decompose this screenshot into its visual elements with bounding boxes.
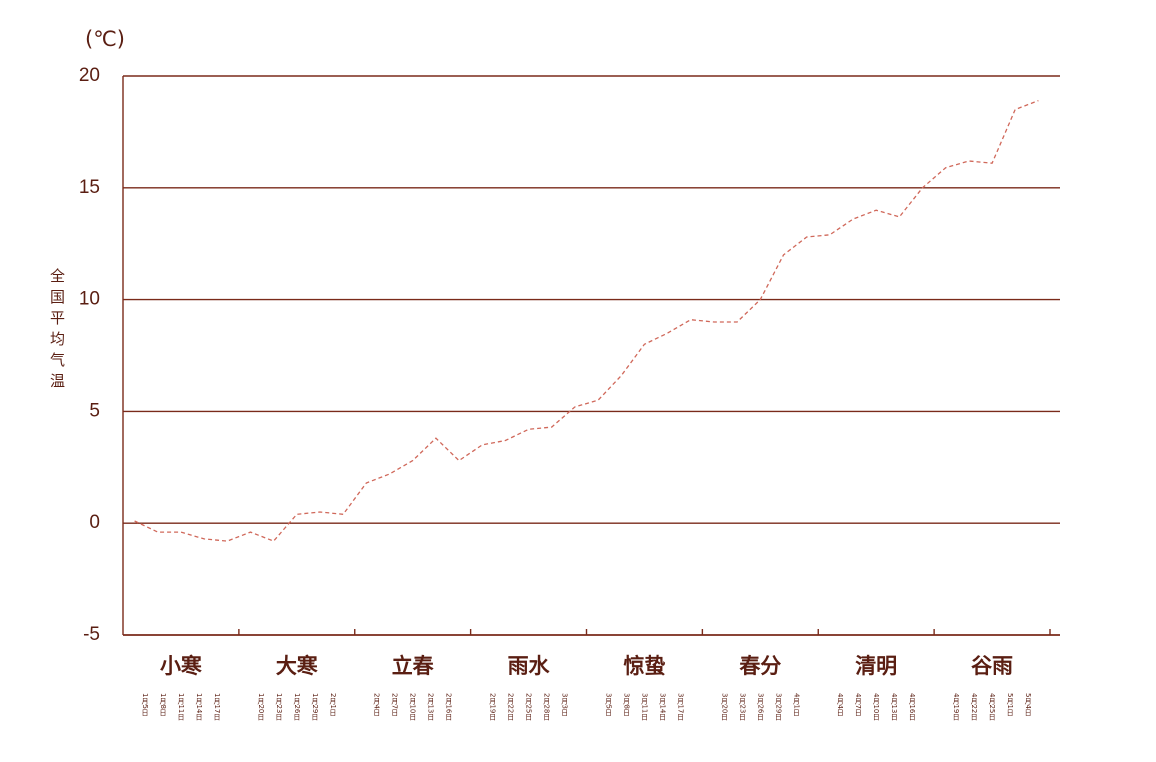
x-tick-label: 1月26日 <box>293 693 301 722</box>
x-tick-label: 4月1日 <box>792 693 800 717</box>
x-tick-label: 5月1日 <box>1006 693 1014 717</box>
x-tick-label: 3月20日 <box>720 693 728 722</box>
y-tick-label: 10 <box>79 289 100 310</box>
x-tick-label: 5月4日 <box>1024 693 1032 717</box>
x-tick-label: 2月13日 <box>427 693 435 722</box>
x-tick-label: 2月7日 <box>391 693 399 717</box>
y-tick-label: 5 <box>89 400 100 421</box>
group-label: 春分 <box>739 654 781 678</box>
x-tick-label: 3月8日 <box>622 693 630 717</box>
y-tick-label: 0 <box>89 512 100 533</box>
x-tick-label: 1月17日 <box>213 693 221 722</box>
x-tick-label: 1月23日 <box>275 693 283 722</box>
y-tick-label: 20 <box>79 65 100 86</box>
group-label: 小寒 <box>160 654 202 678</box>
x-tick-label: 2月4日 <box>373 693 381 717</box>
x-tick-label: 1月11日 <box>177 693 185 722</box>
x-tick-label: 2月16日 <box>445 693 453 722</box>
x-tick-label: 2月25日 <box>525 693 533 722</box>
x-tick-label: 3月14日 <box>658 693 666 722</box>
y-tick-label: -5 <box>83 624 100 645</box>
x-tick-label: 4月7日 <box>854 693 862 717</box>
x-tick-label: 3月3日 <box>561 693 569 717</box>
x-tick-label: 1月14日 <box>195 693 203 722</box>
group-label: 谷雨 <box>971 654 1013 678</box>
x-tick-label: 1月29日 <box>311 693 319 722</box>
group-label: 雨水 <box>508 654 551 678</box>
x-tick-label: 3月29日 <box>774 693 782 722</box>
y-tick-label: 15 <box>79 177 100 198</box>
x-tick-label: 4月19日 <box>952 693 960 722</box>
x-tick-label: 1月8日 <box>159 693 167 717</box>
x-tick-label: 2月28日 <box>543 693 551 722</box>
x-tick-label: 4月25日 <box>988 693 996 722</box>
group-label: 大寒 <box>276 654 318 678</box>
x-tick-label: 1月20日 <box>257 693 265 722</box>
x-tick-label: 2月22日 <box>507 693 515 722</box>
x-tick-label: 3月11日 <box>640 693 648 722</box>
x-tick-label: 4月22日 <box>970 693 978 722</box>
x-tick-label: 2月1日 <box>329 693 337 717</box>
x-tick-label: 2月19日 <box>489 693 497 722</box>
x-tick-label: 4月10日 <box>872 693 880 722</box>
group-label: 立春 <box>392 654 435 678</box>
x-tick-label: 1月5日 <box>141 693 149 717</box>
x-tick-label: 3月5日 <box>604 693 612 717</box>
group-label: 惊蛰 <box>623 654 665 678</box>
unit-label: (℃) <box>85 27 125 51</box>
x-tick-label: 4月4日 <box>836 693 844 717</box>
group-label: 清明 <box>855 654 897 678</box>
x-tick-label: 4月13日 <box>890 693 898 722</box>
x-tick-label: 3月17日 <box>676 693 684 722</box>
x-tick-label: 3月26日 <box>756 693 764 722</box>
x-tick-label: 4月16日 <box>908 693 916 722</box>
y-axis-label: 全国平均气温 <box>48 267 66 394</box>
data-line <box>134 99 1039 542</box>
x-tick-label: 3月23日 <box>738 693 746 722</box>
x-tick-label: 2月10日 <box>409 693 417 722</box>
